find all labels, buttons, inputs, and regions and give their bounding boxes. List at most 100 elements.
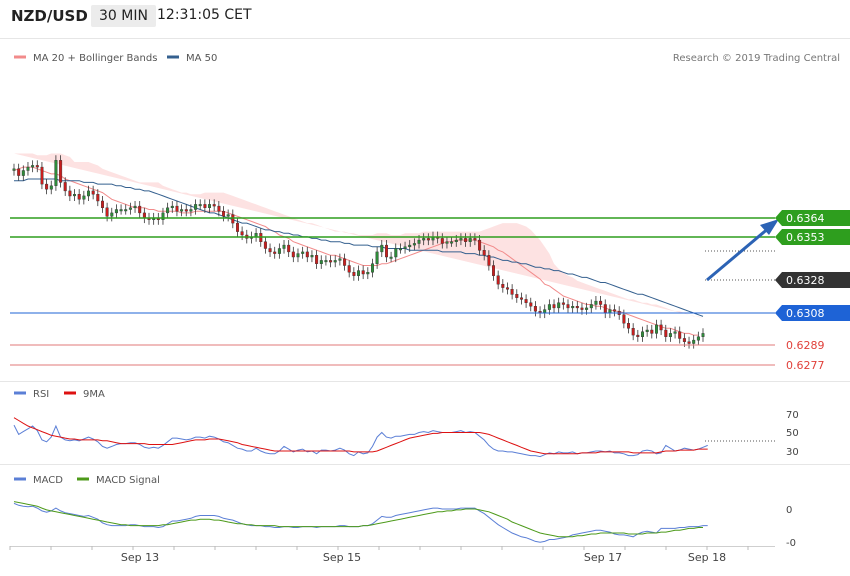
candle (82, 190, 86, 205)
rsi-tick-70: 70 (786, 410, 799, 421)
candle-body (105, 207, 109, 217)
candle-body (496, 275, 500, 285)
candle-body (506, 287, 510, 290)
candle-body (31, 165, 35, 168)
candle-body (408, 244, 412, 248)
candle (524, 294, 528, 308)
candle (128, 202, 132, 215)
candle (571, 301, 575, 313)
candle-body (49, 185, 53, 190)
candle-body (594, 300, 598, 305)
forecast-arrow-head (760, 219, 779, 235)
macd-signal-line (13, 501, 703, 538)
ma20-line (13, 166, 699, 336)
candle (515, 289, 519, 303)
candle (305, 246, 309, 263)
candle-body (673, 331, 677, 334)
candle (86, 185, 90, 202)
price-panel (12, 153, 705, 349)
candle-body (682, 338, 686, 342)
candle-body (478, 239, 482, 251)
candle (91, 185, 95, 200)
candle (375, 246, 379, 269)
candle (487, 250, 491, 271)
candle-body (198, 204, 202, 207)
candle-body (166, 207, 170, 214)
legend-label-macd-signal: MACD Signal (96, 475, 160, 486)
candle (575, 301, 579, 313)
candle-body (282, 244, 286, 249)
candle (533, 301, 537, 317)
candle-body (510, 289, 514, 295)
candle-body (287, 244, 291, 253)
candle-body (701, 333, 705, 337)
level-badge-3-bg (775, 305, 850, 321)
candle (315, 250, 319, 269)
candle-body (645, 329, 649, 332)
candle-body (659, 324, 663, 331)
candle-body (119, 209, 123, 212)
candle-body (277, 248, 281, 254)
candle-body (203, 204, 207, 208)
candle (170, 201, 174, 213)
candle (641, 326, 645, 342)
candle (380, 240, 384, 258)
candle-body (291, 251, 295, 258)
copyright-label: Research © 2019 Trading Central (673, 53, 840, 64)
candle-body (464, 238, 468, 242)
candle (54, 155, 58, 191)
candle (668, 328, 672, 342)
candle (412, 238, 416, 251)
candle-body (142, 212, 146, 219)
candle (529, 297, 533, 312)
candle (17, 163, 21, 181)
candle-body (54, 160, 58, 186)
candle (296, 248, 300, 263)
candle (240, 226, 244, 241)
candle (650, 324, 654, 339)
level-badge-0-bg (775, 210, 850, 226)
candle-body (622, 314, 626, 324)
candle-body (575, 306, 579, 309)
macd-line (13, 502, 708, 543)
candle (608, 304, 612, 319)
candle-body (319, 260, 323, 264)
candle (329, 255, 333, 268)
candle (445, 236, 449, 249)
candle-body (454, 239, 458, 243)
candle (161, 207, 165, 225)
candle (696, 331, 700, 346)
candle-body (305, 251, 309, 258)
candle (464, 233, 468, 247)
rsi-tick-30: 30 (786, 447, 799, 458)
level-badge-1-text: 0.6353 (786, 231, 825, 244)
candle-body (371, 263, 375, 273)
candle (212, 199, 216, 212)
candle-body (687, 341, 691, 344)
candle-body (207, 204, 211, 208)
candle (124, 204, 128, 215)
candle (459, 233, 463, 246)
rsi-panel (13, 417, 708, 458)
candle-body (170, 205, 174, 209)
candle (547, 299, 551, 315)
candle (510, 284, 514, 300)
candle-body (45, 183, 49, 190)
candle (63, 177, 67, 196)
candle-body (655, 324, 659, 334)
level-badge-2: 0.6328 (775, 272, 850, 288)
macd-panel (13, 501, 708, 543)
candle-body (26, 166, 30, 171)
candle-body (296, 253, 300, 258)
macd-tick-0: 0 (786, 505, 792, 516)
candle-body (398, 248, 402, 251)
rsi-legend: RSI 9MA (14, 389, 105, 400)
candle-body (613, 309, 617, 312)
candle (678, 326, 682, 344)
x-axis-ticks (9, 546, 749, 550)
candle-body (487, 255, 491, 266)
candle (361, 265, 365, 280)
candle (35, 160, 39, 173)
timeframe-selector[interactable]: 30 MIN (91, 5, 156, 27)
candle-body (599, 300, 603, 305)
